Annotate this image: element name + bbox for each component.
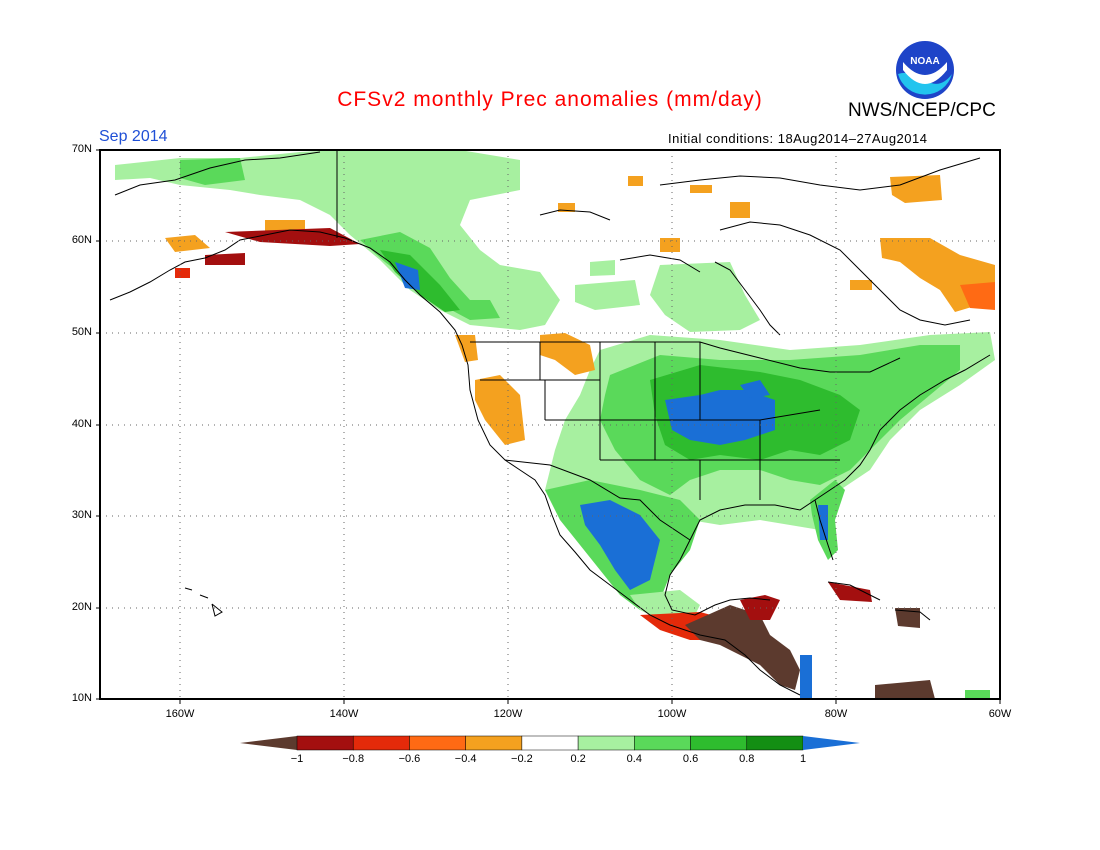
colorbar-segment	[690, 735, 748, 751]
lon-label: 140W	[329, 708, 359, 720]
negative-anomaly-region	[475, 375, 525, 445]
negative-anomaly-region	[628, 176, 643, 186]
negative-anomaly-region	[685, 605, 800, 690]
positive-anomaly-region	[395, 262, 420, 290]
negative-anomaly-region	[890, 175, 942, 203]
organization-label: NWS/NCEP/CPC	[848, 100, 996, 121]
positive-anomaly-region	[818, 505, 828, 540]
coastline	[114, 151, 321, 196]
lon-label: 80W	[824, 708, 848, 720]
lat-label: 70N	[71, 143, 92, 155]
graticule	[100, 150, 1000, 699]
coastline	[814, 499, 834, 561]
positive-anomaly-region	[590, 260, 615, 276]
positive-anomaly-region	[740, 380, 770, 398]
lat-label: 10N	[71, 692, 92, 704]
colorbar-label: −0.8	[342, 753, 365, 765]
negative-anomaly-region	[165, 235, 210, 252]
coastline	[659, 157, 981, 191]
colorbar-segment	[240, 736, 297, 750]
state-line	[480, 342, 840, 500]
colorbar-segment	[746, 735, 804, 751]
colorbar-label: 0.4	[626, 753, 642, 765]
negative-anomaly-region	[175, 268, 190, 278]
negative-anomaly-region	[895, 608, 920, 628]
colorbar-segment	[296, 735, 354, 751]
colorbar-segment	[577, 735, 635, 751]
negative-anomaly-region	[205, 253, 245, 265]
negative-anomaly-region	[455, 335, 478, 362]
colorbar-label: 1	[799, 753, 807, 765]
negative-anomaly-region	[225, 228, 360, 246]
coastlines	[109, 150, 991, 696]
positive-anomaly-region	[180, 158, 245, 185]
negative-anomaly-region	[960, 282, 995, 310]
negative-anomaly-region	[730, 202, 750, 218]
positive-anomaly-region	[800, 655, 812, 699]
coastline	[664, 539, 771, 616]
ticks	[96, 149, 1001, 704]
negative-anomaly-region	[265, 220, 305, 232]
coastline	[714, 261, 781, 336]
lat-label: 40N	[71, 418, 92, 430]
coastline	[619, 254, 701, 273]
coastline	[894, 609, 931, 621]
positive-anomaly-region	[965, 690, 990, 699]
coastline	[109, 229, 801, 696]
colorbar-label: −0.4	[454, 753, 477, 765]
coastline	[539, 209, 611, 221]
colorbar-label: 0.6	[682, 753, 699, 765]
colorbar	[240, 735, 860, 751]
colorbar-segment	[352, 735, 410, 751]
lon-label: 100W	[657, 708, 687, 720]
positive-anomaly-region	[650, 262, 760, 332]
colorbar-segment	[409, 735, 466, 751]
initial-conditions: Initial conditions: 18Aug2014–27Aug2014	[668, 131, 928, 146]
colorbar-segment	[521, 735, 579, 751]
colorbar-segment	[465, 735, 523, 751]
lon-label: 120W	[493, 708, 523, 720]
negative-anomaly-region	[875, 680, 935, 699]
positive-anomaly-region	[580, 500, 660, 590]
forecast-month: Sep 2014	[99, 128, 168, 145]
border	[470, 341, 901, 373]
colorbar-label: −0.6	[398, 753, 421, 765]
negative-anomaly-region	[850, 280, 872, 290]
svg-text:NOAA: NOAA	[910, 56, 939, 67]
colorbar-label: −0.2	[511, 753, 533, 765]
coastline	[719, 221, 971, 326]
negative-anomaly-region	[540, 333, 595, 375]
anomaly-field	[115, 150, 995, 699]
noaa-logo: NOAA	[896, 41, 954, 99]
lon-label: 160W	[165, 708, 195, 720]
negative-anomaly-region	[828, 582, 872, 602]
lat-label: 20N	[71, 601, 92, 613]
positive-anomaly-region	[575, 280, 640, 310]
positive-anomaly-region	[665, 390, 775, 445]
mexico-border	[504, 459, 691, 541]
negative-anomaly-region	[660, 238, 680, 252]
colorbar-label: −1	[290, 753, 304, 765]
colorbar-segment	[803, 736, 860, 750]
coastline	[827, 581, 881, 601]
negative-anomaly-region	[690, 185, 712, 193]
colorbar-label: 0.2	[570, 753, 586, 765]
lon-label: 60W	[988, 708, 1012, 720]
lat-label: 60N	[71, 234, 92, 246]
lat-label: 30N	[71, 509, 92, 521]
colorbar-segment	[634, 735, 691, 751]
island	[184, 587, 223, 617]
chart-title: CFSv2 monthly Prec anomalies (mm/day)	[337, 88, 763, 111]
coastline	[689, 354, 991, 541]
colorbar-label: 0.8	[739, 753, 755, 765]
lat-label: 50N	[71, 326, 92, 338]
